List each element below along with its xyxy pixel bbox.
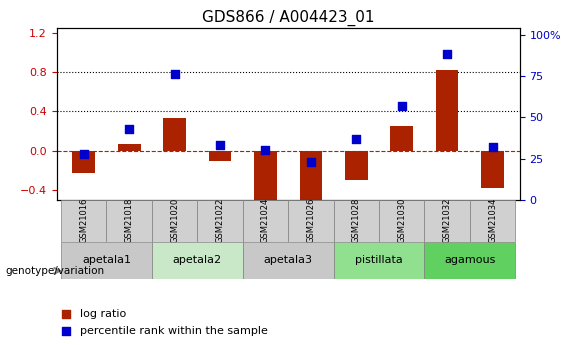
Bar bbox=[163, 118, 186, 151]
FancyBboxPatch shape bbox=[243, 200, 288, 242]
Point bbox=[261, 148, 270, 153]
Point bbox=[306, 159, 315, 165]
Text: percentile rank within the sample: percentile rank within the sample bbox=[80, 326, 268, 336]
Bar bbox=[436, 70, 458, 151]
Text: apetala3: apetala3 bbox=[264, 256, 312, 265]
Text: GSM21022: GSM21022 bbox=[215, 198, 224, 244]
Point bbox=[397, 103, 406, 108]
FancyBboxPatch shape bbox=[424, 241, 515, 279]
FancyBboxPatch shape bbox=[61, 200, 106, 242]
Point bbox=[352, 136, 361, 141]
Bar bbox=[299, 151, 322, 202]
Text: log ratio: log ratio bbox=[80, 309, 126, 319]
Point bbox=[125, 126, 134, 132]
Text: GSM21018: GSM21018 bbox=[125, 198, 134, 244]
FancyBboxPatch shape bbox=[152, 241, 243, 279]
Text: genotype/variation: genotype/variation bbox=[6, 266, 105, 276]
Text: GSM21032: GSM21032 bbox=[442, 198, 451, 244]
Text: GSM21020: GSM21020 bbox=[170, 198, 179, 244]
FancyBboxPatch shape bbox=[197, 200, 243, 242]
FancyBboxPatch shape bbox=[379, 200, 424, 242]
Bar bbox=[208, 151, 232, 161]
Text: GSM21016: GSM21016 bbox=[79, 198, 88, 244]
FancyBboxPatch shape bbox=[470, 200, 515, 242]
Text: agamous: agamous bbox=[444, 256, 496, 265]
FancyBboxPatch shape bbox=[243, 241, 333, 279]
FancyBboxPatch shape bbox=[106, 200, 152, 242]
Text: apetala2: apetala2 bbox=[173, 256, 222, 265]
Point bbox=[170, 71, 179, 77]
Text: GSM21024: GSM21024 bbox=[261, 198, 270, 244]
FancyBboxPatch shape bbox=[424, 200, 470, 242]
FancyBboxPatch shape bbox=[288, 200, 333, 242]
Bar bbox=[72, 151, 95, 172]
Point bbox=[61, 328, 70, 334]
Point bbox=[488, 144, 497, 150]
Bar bbox=[254, 151, 277, 202]
Text: GSM21030: GSM21030 bbox=[397, 198, 406, 244]
Text: GSM21026: GSM21026 bbox=[306, 198, 315, 244]
Bar bbox=[481, 151, 504, 188]
FancyBboxPatch shape bbox=[61, 241, 152, 279]
Text: apetala1: apetala1 bbox=[82, 256, 131, 265]
Bar bbox=[390, 126, 413, 151]
Text: GSM21034: GSM21034 bbox=[488, 198, 497, 244]
FancyBboxPatch shape bbox=[152, 200, 197, 242]
FancyBboxPatch shape bbox=[333, 200, 379, 242]
Bar bbox=[118, 144, 141, 151]
Point bbox=[215, 143, 224, 148]
Point bbox=[61, 311, 70, 317]
Bar bbox=[345, 151, 368, 180]
Point bbox=[79, 151, 88, 157]
FancyBboxPatch shape bbox=[333, 241, 424, 279]
Title: GDS866 / A004423_01: GDS866 / A004423_01 bbox=[202, 10, 375, 26]
Text: GSM21028: GSM21028 bbox=[352, 198, 361, 244]
Text: pistillata: pistillata bbox=[355, 256, 403, 265]
Point bbox=[442, 52, 451, 57]
